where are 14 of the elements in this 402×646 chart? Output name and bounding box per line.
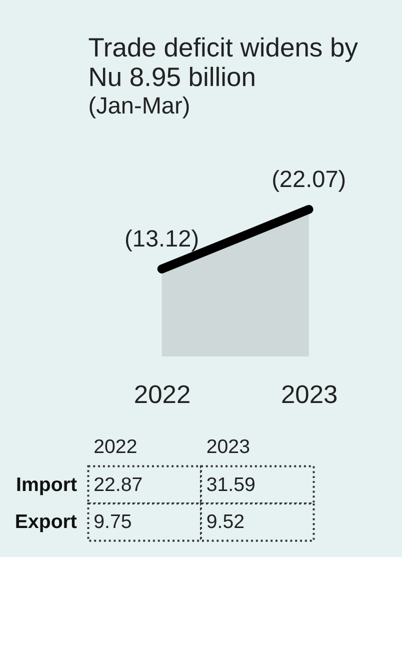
- chart-title: Trade deficit widens by Nu 8.95 billion: [88, 32, 359, 92]
- y-tick-label: Export: [14, 511, 78, 534]
- data-label: 9.52: [206, 511, 245, 534]
- data-label: 9.75: [94, 511, 132, 534]
- data-label: 31.59: [206, 474, 256, 496]
- data-label: (13.12): [124, 225, 200, 252]
- x-tick-label: 2023: [206, 436, 250, 458]
- data-label: (22.07): [272, 166, 346, 192]
- y-tick-label: Import: [16, 474, 78, 496]
- x-tick-label: 2022: [94, 436, 138, 458]
- data-label: 22.87: [94, 474, 143, 496]
- x-tick-label: 2022: [134, 381, 191, 410]
- x-tick-label: 2023: [280, 381, 338, 410]
- chart-subtitle: (Jan-Mar): [88, 92, 190, 118]
